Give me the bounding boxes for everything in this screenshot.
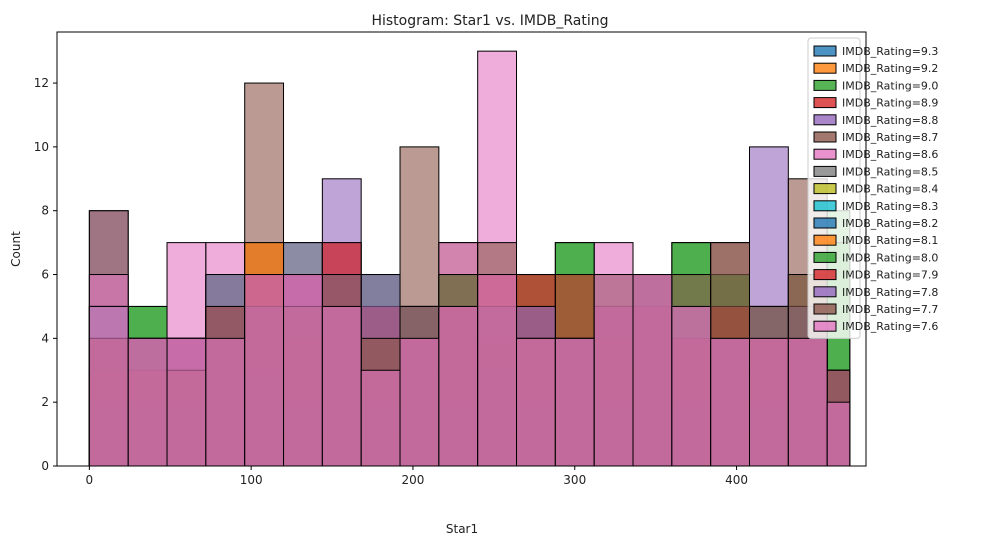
bar-IMDB_Rating=7.6-bin-15 [671, 305, 712, 467]
legend-entry-label: IMDB_Rating=7.9 [842, 269, 938, 282]
y-tick-label: 12 [34, 76, 49, 90]
x-axis-ticks: 0 100 200 300 400 [86, 466, 748, 487]
bar-IMDB_Rating=7.6-bin-12 [554, 337, 595, 467]
legend-entry-label: IMDB_Rating=8.2 [842, 217, 938, 230]
legend-swatch [813, 79, 837, 91]
plot-frame [56, 31, 867, 467]
legend-entry-label: IMDB_Rating=7.6 [842, 320, 938, 333]
bar-IMDB_Rating=7.6-bin-8 [399, 337, 440, 467]
x-tick-label: 100 [240, 473, 263, 487]
legend-swatch [813, 114, 837, 126]
legend-entry-label: IMDB_Rating=9.2 [842, 62, 938, 75]
bar-IMDB_Rating=7.6-bin-19 [826, 401, 851, 467]
legend-entry-label: IMDB_Rating=8.9 [842, 97, 938, 110]
bar-IMDB_Rating=7.6-bin-2 [166, 337, 207, 467]
legend-entry-label: IMDB_Rating=8.4 [842, 183, 938, 196]
legend-swatch [813, 303, 837, 315]
x-tick-label: 0 [86, 473, 94, 487]
bar-IMDB_Rating=7.6-bin-5 [283, 274, 323, 467]
legend-entry-label: IMDB_Rating=8.5 [842, 165, 938, 178]
bar-IMDB_Rating=7.6-bin-1 [127, 337, 168, 467]
y-tick-label: 8 [41, 204, 49, 218]
bar-IMDB_Rating=7.6-bin-18 [787, 337, 828, 467]
x-tick-label: 200 [402, 473, 425, 487]
bar-IMDB_Rating=7.6-bin-11 [516, 337, 556, 467]
legend-swatch [813, 217, 837, 229]
legend-swatch [813, 45, 837, 57]
legend-entry-label: IMDB_Rating=8.7 [842, 131, 938, 144]
bar-IMDB_Rating=7.6-bin-4 [244, 274, 285, 467]
x-axis-label: Star1 [446, 522, 478, 536]
legend-swatch [813, 97, 837, 109]
legend-entry-label: IMDB_Rating=9.3 [842, 45, 938, 58]
chart-title: Histogram: Star1 vs. IMDB_Rating [371, 13, 608, 29]
bar-IMDB_Rating=7.6-bin-14 [632, 274, 673, 467]
legend-swatch [813, 148, 837, 160]
y-tick-label: 10 [34, 140, 49, 154]
x-tick-label: 400 [725, 473, 748, 487]
legend-swatch [813, 320, 837, 332]
legend-swatch [813, 165, 837, 177]
legend: IMDB_Rating=9.3 IMDB_Rating=9.2 IMDB_Ratin… [807, 37, 938, 339]
legend-entry-label: IMDB_Rating=8.3 [842, 200, 938, 213]
y-axis-label: Count [9, 231, 23, 267]
legend-entry-label: IMDB_Rating=7.8 [842, 286, 938, 299]
bar-IMDB_Rating=7.6-bin-17 [749, 337, 789, 467]
bar-IMDB_Rating=7.6-bin-9 [438, 305, 479, 467]
legend-swatch [813, 200, 837, 212]
y-tick-label: 4 [41, 331, 49, 345]
bar-IMDB_Rating=7.6-bin-0 [88, 305, 129, 467]
legend-entry-label: IMDB_Rating=7.7 [842, 303, 938, 316]
y-axis-ticks: 0 2 4 6 8 10 12 [34, 76, 57, 473]
legend-swatch [813, 251, 837, 263]
bar-IMDB_Rating=7.6-bin-16 [710, 337, 750, 467]
legend-swatch [813, 286, 837, 298]
x-tick-label: 300 [563, 473, 586, 487]
bar-IMDB_Rating=7.6-bin-3 [205, 337, 246, 467]
bar-IMDB_Rating=7.6-bin-7 [360, 369, 401, 467]
legend-entry-label: IMDB_Rating=8.0 [842, 251, 938, 264]
legend-swatch [813, 62, 837, 74]
legend-swatch [813, 234, 837, 246]
legend-swatch [813, 131, 837, 143]
legend-entry-label: IMDB_Rating=8.6 [842, 148, 938, 161]
y-tick-label: 0 [41, 459, 49, 473]
bars-group [88, 50, 851, 467]
legend-entry-label: IMDB_Rating=8.8 [842, 114, 938, 127]
legend-swatch [813, 269, 837, 281]
bar-IMDB_Rating=7.6-bin-10 [477, 274, 518, 467]
legend-entry-label: IMDB_Rating=9.0 [842, 79, 938, 92]
bar-IMDB_Rating=7.6-bin-13 [593, 274, 634, 467]
y-tick-label: 2 [41, 395, 49, 409]
legend-entry-label: IMDB_Rating=8.1 [842, 234, 938, 247]
legend-swatch [813, 183, 837, 195]
bar-IMDB_Rating=7.6-bin-6 [321, 305, 362, 467]
y-tick-label: 6 [41, 268, 49, 282]
